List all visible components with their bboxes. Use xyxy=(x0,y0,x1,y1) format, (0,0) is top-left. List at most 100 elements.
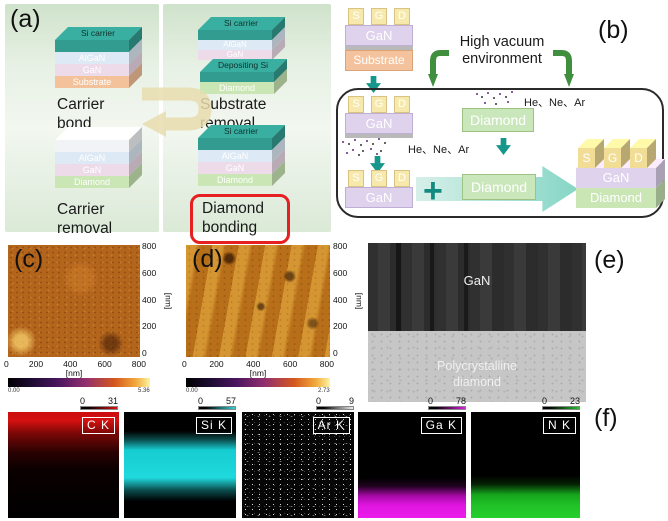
eds-map-label: C K xyxy=(81,417,115,434)
scale-bar xyxy=(198,406,236,410)
scale-bar xyxy=(80,406,118,410)
y-tick: 400 xyxy=(333,294,348,305)
stack-substrate-removal-top: Si carrier AlGaN GaN xyxy=(198,18,272,60)
gan-layer: GaN xyxy=(345,113,413,134)
substrate-layer: Substrate xyxy=(345,50,413,71)
stack-carrier-bond: Si carrier AlGaN GaN Substrate xyxy=(55,28,129,88)
scale-min: 0 xyxy=(428,396,434,406)
scale-min: 0 xyxy=(198,396,204,406)
layer-depositing-si: Depositing Si xyxy=(200,60,274,82)
eds-map-gak: Ga K xyxy=(358,412,466,518)
stack-diamond-bonding: Si carrier AlGaN GaN Diamond xyxy=(198,126,272,186)
layer-gan: GaN xyxy=(55,164,129,176)
device-activated: S G D GaN xyxy=(345,170,413,208)
tem-diamond-label: Polycrystalline diamond xyxy=(437,359,517,389)
scale-max: 57 xyxy=(225,396,236,406)
x-tick: 200 xyxy=(209,359,224,369)
contact-pads: S G D xyxy=(345,8,413,25)
c-colorbar xyxy=(8,378,150,387)
layer-label: Si carrier xyxy=(223,126,258,136)
contact-pads: S G D xyxy=(345,96,413,113)
y-tick: 600 xyxy=(333,267,348,278)
gases-label-left: He、Ne、Ar xyxy=(408,144,470,156)
eds-map-label: Si K xyxy=(195,417,232,434)
scale-min: 0 xyxy=(316,396,322,406)
tem-dislocation-streaks xyxy=(368,243,586,331)
x-tick: 400 xyxy=(63,359,78,369)
d-colorbar xyxy=(186,378,330,387)
result-pad-gate: G xyxy=(604,148,621,168)
layer-diamond: Diamond xyxy=(200,82,274,94)
scale-max: 31 xyxy=(107,396,118,406)
panel-d-label: (d) xyxy=(192,245,223,273)
eds-scale-sik: 0 57 xyxy=(198,396,236,410)
eds-scale-ck: 0 31 xyxy=(80,396,118,410)
y-tick: 800 xyxy=(142,241,157,251)
bonded-result-stack: Diamond GaN S G D xyxy=(576,138,668,210)
bracket-arrow-left-icon xyxy=(428,50,449,87)
interface-strip xyxy=(345,46,413,50)
eds-map-nk: N K xyxy=(471,412,580,518)
interface-strip xyxy=(345,134,413,138)
panel-f-label: (f) xyxy=(594,404,618,432)
pad-source: S xyxy=(348,170,364,187)
plus-icon: + xyxy=(423,172,443,210)
x-tick: 0 xyxy=(4,359,9,369)
tem-diamond-region xyxy=(368,331,586,402)
scale-bar xyxy=(316,406,354,410)
diamond-box-bottom: Diamond xyxy=(462,174,536,200)
layer-label: Depositing Si xyxy=(217,60,269,70)
gan-layer: GaN xyxy=(345,187,413,208)
afm-image-d: (d) xyxy=(186,245,330,357)
eds-map-label: Ar K xyxy=(312,417,350,434)
result-gan-layer: GaN xyxy=(576,168,656,188)
panel-a-label: (a) xyxy=(10,5,41,33)
caption-diamond-bonding: Diamond bonding xyxy=(202,200,265,236)
tem-gan-label: GaN xyxy=(463,273,491,288)
layer-gan: GaN xyxy=(198,50,272,60)
c-colorbar-max: 5.36 xyxy=(138,388,150,394)
plasma-dots-icon xyxy=(476,93,478,95)
contact-pads: S G D xyxy=(345,170,413,187)
x-tick: 600 xyxy=(282,359,298,369)
eds-map-sik: Si K xyxy=(124,412,236,518)
process-box xyxy=(336,88,664,218)
x-tick: 800 xyxy=(319,359,334,369)
eds-map-label: N K xyxy=(542,417,576,434)
c-y-axis: 800 600 400 200 0 xyxy=(142,241,156,358)
scale-max: 78 xyxy=(455,396,466,406)
c-y-axis-unit: [nm] xyxy=(163,292,174,310)
x-tick: 200 xyxy=(28,359,44,369)
device-thinned: S G D GaN xyxy=(345,96,413,138)
c-x-axis-unit: [nm] xyxy=(65,368,83,378)
y-tick: 200 xyxy=(142,321,157,332)
eds-map-label: Ga K xyxy=(420,417,462,434)
result-pad-source: S xyxy=(578,148,595,168)
layer-algan: AlGaN xyxy=(55,52,129,64)
d-y-axis: 800 600 400 200 0 xyxy=(333,241,347,358)
scale-bar xyxy=(428,406,466,410)
eds-map-ark: Ar K xyxy=(242,412,354,518)
gan-layer: GaN xyxy=(345,25,413,46)
tem-image: GaN Polycrystalline diamond xyxy=(368,243,586,402)
pad-gate: G xyxy=(371,170,387,187)
d-colorbar-max: 2.73 xyxy=(318,388,330,394)
y-tick: 200 xyxy=(333,321,348,332)
layer-algan: AlGaN xyxy=(55,152,129,164)
d-y-axis-unit: [nm] xyxy=(354,292,365,310)
scale-bar xyxy=(542,406,580,410)
c-colorbar-min: 0.00 xyxy=(8,388,20,394)
pad-source: S xyxy=(348,8,364,25)
bracket-arrow-right-icon xyxy=(553,50,574,87)
eds-scale-gak: 0 78 xyxy=(428,396,466,410)
y-tick: 0 xyxy=(333,348,338,358)
layer-diamond: Diamond xyxy=(198,174,272,186)
panel-c-label: (c) xyxy=(14,245,44,273)
layer-algan: AlGaN xyxy=(198,40,272,50)
scale-max: 23 xyxy=(569,396,580,406)
device-on-substrate: S G D GaN Substrate xyxy=(345,8,413,71)
gases-label-top: He、Ne、Ar xyxy=(524,97,586,109)
stack-substrate-removal-bottom: Depositing Si Diamond xyxy=(200,60,274,94)
